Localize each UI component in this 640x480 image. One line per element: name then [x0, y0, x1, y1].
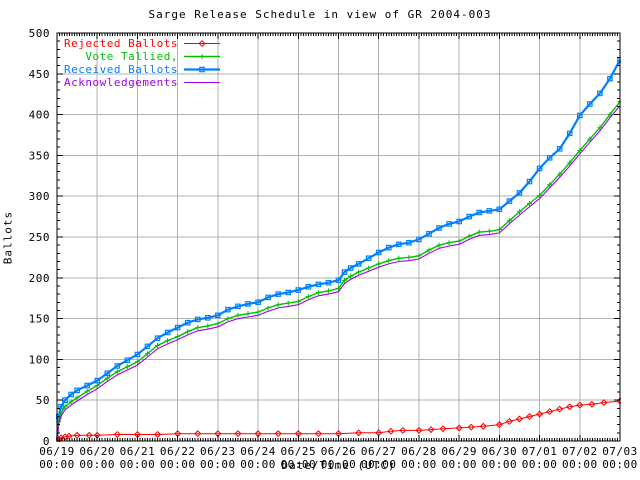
x-tick-date-label: 07/01: [522, 445, 558, 458]
x-tick-time-label: 00:00: [321, 458, 357, 471]
x-tick-date-label: 06/23: [200, 445, 236, 458]
x-tick-date-label: 06/27: [361, 445, 397, 458]
x-tick-time-label: 00:00: [39, 458, 75, 471]
x-tick-time-label: 00:00: [240, 458, 276, 471]
x-tick-date-label: 06/22: [160, 445, 196, 458]
legend-sample-line: [184, 54, 220, 59]
y-tick-label: 100: [29, 353, 50, 366]
x-tick-date-label: 06/21: [120, 445, 156, 458]
y-tick-label: 250: [29, 231, 50, 244]
x-tick-date-label: 06/29: [441, 445, 477, 458]
x-tick-date-label: 06/19: [39, 445, 75, 458]
x-tick-time-label: 00:00: [200, 458, 236, 471]
y-tick-label: 350: [29, 149, 50, 162]
legend-item-vote-tallied: Vote Tallied,: [0, 50, 220, 63]
x-tick-time-label: 00:00: [120, 458, 156, 471]
legend-label: Rejected Ballots: [64, 37, 178, 50]
y-tick-label: 450: [29, 68, 50, 81]
legend-item-acknowledgements: Acknowledgements: [0, 76, 220, 89]
x-tick-date-label: 06/26: [321, 445, 357, 458]
x-tick-time-label: 00:00: [441, 458, 477, 471]
x-tick-date-label: 07/03: [602, 445, 638, 458]
x-tick-time-label: 00:00: [602, 458, 638, 471]
x-tick-time-label: 00:00: [482, 458, 518, 471]
x-tick-date-label: 07/02: [562, 445, 598, 458]
legend-label: Vote Tallied,: [85, 50, 178, 63]
x-tick-time-label: 00:00: [401, 458, 437, 471]
y-tick-label: 400: [29, 109, 50, 122]
x-tick-time-label: 00:00: [160, 458, 196, 471]
y-tick-label: 0: [43, 435, 50, 448]
y-tick-label: 150: [29, 313, 50, 326]
legend-label: Received Ballots: [64, 63, 178, 76]
y-axis-label: Ballots: [1, 210, 15, 265]
legend-label: Acknowledgements: [64, 76, 178, 89]
chart-title: Sarge Release Schedule in view of GR 200…: [148, 8, 492, 21]
legend-sample-line: [184, 39, 220, 48]
legend-item-rejected-ballots: Rejected Ballots: [0, 37, 220, 50]
y-tick-label: 500: [29, 27, 50, 40]
x-tick-time-label: 00:00: [280, 458, 316, 471]
x-tick-date-label: 06/20: [79, 445, 115, 458]
x-tick-date-label: 06/30: [482, 445, 518, 458]
legend-sample-line: [184, 81, 220, 84]
x-tick-date-label: 06/24: [240, 445, 276, 458]
legend-item-received-ballots: Received Ballots: [0, 63, 220, 76]
y-tick-label: 50: [36, 394, 50, 407]
legend-sample-line: [184, 66, 220, 73]
x-tick-date-label: 06/25: [280, 445, 316, 458]
x-tick-time-label: 00:00: [522, 458, 558, 471]
y-tick-label: 200: [29, 272, 50, 285]
y-tick-label: 300: [29, 190, 50, 203]
x-tick-date-label: 06/28: [401, 445, 437, 458]
x-tick-time-label: 00:00: [79, 458, 115, 471]
x-tick-time-label: 00:00: [562, 458, 598, 471]
x-tick-time-label: 00:00: [361, 458, 397, 471]
